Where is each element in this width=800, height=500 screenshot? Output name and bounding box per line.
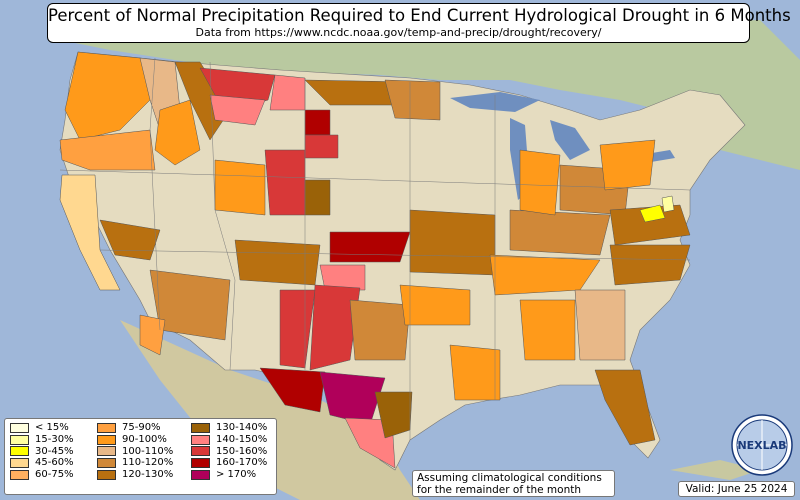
valid-date: Valid: June 25 2024 (678, 481, 795, 497)
drought-regions (59, 51, 691, 469)
region-az-75 (139, 314, 166, 356)
region-in-90 (519, 149, 561, 216)
region-sd-red (304, 134, 339, 159)
legend-col-2: 75-90% 90-100% 100-110% 110-120% 120-130… (97, 422, 173, 481)
region-mt-120-130 (174, 61, 231, 141)
legend-swatch (10, 470, 29, 481)
legend-label: 75-90% (122, 422, 161, 433)
region-wy-red (264, 149, 306, 216)
legend-label: 150-160% (216, 445, 268, 457)
assumption-note: Assuming climatological conditions for t… (412, 470, 615, 497)
legend-item: 15-30% (10, 434, 74, 446)
legend-label: 45-60% (35, 457, 74, 469)
legend-item: 60-75% (10, 469, 74, 481)
region-az-110 (149, 269, 231, 341)
legend-swatch (10, 434, 29, 445)
legend-swatch (191, 422, 210, 433)
region-fl-120 (594, 369, 656, 446)
legend-swatch (10, 422, 29, 433)
region-nv-120 (99, 219, 161, 261)
legend-item: 90-100% (97, 434, 173, 446)
logo-meridian (737, 420, 787, 470)
region-tx-110 (349, 299, 411, 361)
legend-swatch (191, 470, 210, 481)
legend-swatch (10, 446, 29, 457)
region-mn-110 (384, 79, 441, 121)
legend-item: 130-140% (191, 422, 267, 434)
legend-label: 100-110% (122, 445, 174, 457)
region-de-pale (661, 195, 675, 213)
legend-label: > 170% (216, 469, 257, 481)
legend-label: 60-75% (35, 469, 74, 481)
legend-swatch (97, 470, 116, 481)
legend-item: 75-90% (97, 422, 173, 434)
region-tx-darkred (259, 367, 326, 413)
mexico-land (120, 320, 420, 500)
legend-item: 140-150% (191, 434, 267, 446)
legend-label: 90-100% (122, 433, 167, 445)
region-nc-120 (609, 244, 691, 286)
region-ks-pink (319, 264, 366, 291)
legend-col-3: 130-140% 140-150% 150-160% 160-170% > 17… (191, 422, 267, 481)
logo-text: NEXLAB (737, 439, 786, 452)
legend-swatch (97, 434, 116, 445)
region-ne-130 (304, 179, 331, 216)
legend-label: 140-150% (216, 433, 268, 445)
legend-swatch (97, 458, 116, 469)
legend-label: 130-140% (216, 422, 268, 433)
legend-item: 110-120% (97, 457, 173, 469)
region-tx-pink (344, 417, 396, 469)
region-ga-100 (574, 289, 626, 361)
title-box: Percent of Normal Precipitation Required… (47, 3, 791, 43)
map-subtitle: Data from https://www.ncdc.noaa.gov/temp… (195, 26, 602, 39)
legend-swatch (191, 458, 210, 469)
canada-land (60, 20, 800, 170)
region-md-yellow (639, 204, 666, 223)
region-mo-120 (409, 209, 496, 276)
map-title: Percent of Normal Precipitation Required… (48, 6, 791, 25)
region-ok-red (309, 284, 361, 371)
cuba-land (670, 460, 760, 480)
legend-item: 160-170% (191, 457, 267, 469)
note-line-1: Assuming climatological conditions (417, 472, 602, 484)
nexlab-logo: NEXLAB (731, 414, 793, 476)
legend: < 15% 15-30% 30-45% 45-60% 60-75% 75-90%… (4, 418, 277, 495)
legend-swatch (97, 446, 116, 457)
region-wy-90 (214, 159, 266, 216)
legend-label: 160-170% (216, 457, 268, 469)
legend-col-1: < 15% 15-30% 30-45% 45-60% 60-75% (10, 422, 74, 481)
region-ar-90 (399, 284, 471, 326)
legend-swatch (97, 422, 116, 433)
legend-label: < 15% (35, 422, 69, 433)
region-nd-pink (269, 74, 306, 111)
legend-item: 30-45% (10, 446, 74, 458)
legend-item: > 170% (191, 469, 267, 481)
legend-swatch (191, 446, 210, 457)
region-ms-90 (449, 344, 501, 401)
legend-item: 120-130% (97, 469, 173, 481)
region-co-120 (234, 239, 321, 286)
region-or-75-90 (59, 129, 156, 171)
region-ks-darkred (329, 231, 411, 263)
legend-swatch (191, 434, 210, 445)
legend-swatch (10, 458, 29, 469)
legend-item: 100-110% (97, 446, 173, 458)
region-mt-pink (209, 94, 266, 126)
legend-label: 15-30% (35, 433, 74, 445)
legend-label: 110-120% (122, 457, 174, 469)
region-idaho-90-100 (154, 99, 201, 166)
region-ca-45-60 (59, 174, 121, 291)
region-sd-darkred (304, 109, 331, 136)
legend-item: 150-160% (191, 446, 267, 458)
legend-label: 120-130% (122, 469, 174, 481)
region-ky-110 (509, 209, 611, 256)
note-line-2: for the remainder of the month (417, 484, 582, 496)
region-al-90 (519, 299, 576, 361)
state-borders (59, 57, 691, 440)
legend-item: 45-60% (10, 457, 74, 469)
legend-label: 30-45% (35, 445, 74, 457)
region-pa-90 (599, 139, 656, 191)
legend-item: < 15% (10, 422, 74, 434)
